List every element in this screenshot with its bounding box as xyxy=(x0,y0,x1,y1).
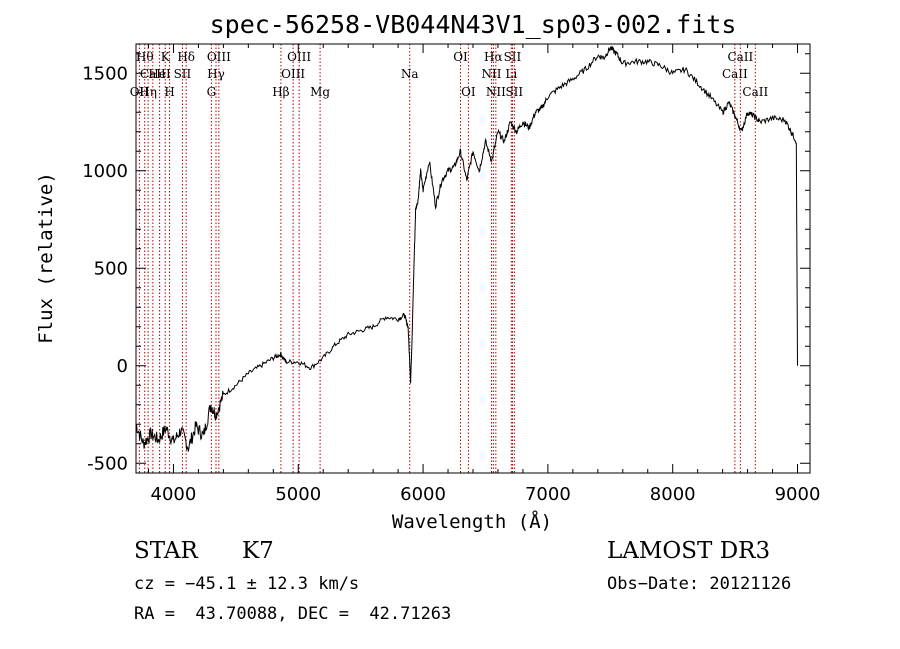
y-axis-label: Flux (relative) xyxy=(35,172,57,344)
y-tick-label: -500 xyxy=(87,453,128,474)
spectrum-series-line xyxy=(135,45,798,452)
spectral-line-label: OIII xyxy=(207,50,231,64)
x-tick-label: 6000 xyxy=(400,484,446,505)
spectral-line-label: OIII xyxy=(281,67,305,81)
plot-area: OIIHθHηCaIIHeIKHSIIHδGHγOIIIHβOIIIOIIIMg… xyxy=(82,43,821,505)
spectral-line-label: Li xyxy=(505,67,517,81)
spectral-line-label: Na xyxy=(401,67,419,81)
x-tick-label: 9000 xyxy=(775,484,821,505)
x-tick-label: 7000 xyxy=(525,484,571,505)
spectral-line-label: OI xyxy=(461,85,476,99)
coordinates: RA = 43.70088, DEC = 42.71263 xyxy=(134,604,452,624)
x-tick-label: 5000 xyxy=(275,484,321,505)
chart-title: spec-56258-VB044N43V1_sp03-002.fits xyxy=(210,10,737,39)
object-subclass: K7 xyxy=(242,538,274,564)
x-tick-label: 4000 xyxy=(151,484,197,505)
spectral-line-label: H xyxy=(164,85,174,99)
spectral-line-label: Hθ xyxy=(136,50,154,64)
spectral-line-label: SII xyxy=(504,50,522,64)
spectral-line-label: NII xyxy=(486,85,506,99)
y-tick-label: 500 xyxy=(94,258,128,279)
y-tick-label: 1500 xyxy=(82,63,128,84)
spectral-line-label: Hδ xyxy=(177,50,195,64)
x-axis-label: Wavelength (Å) xyxy=(392,510,552,533)
spectral-line-label: Hγ xyxy=(207,67,225,81)
spectral-line-label: G xyxy=(207,85,217,99)
spectral-line-label: Hη xyxy=(139,85,157,99)
spectral-line-label: Mg xyxy=(310,85,330,99)
spectral-line-label: Hα xyxy=(484,50,503,64)
spectral-line-label: NII xyxy=(481,67,501,81)
spectral-line-label: SII xyxy=(505,85,523,99)
spectral-line-label: OI xyxy=(453,50,468,64)
spectral-line-label: CaII xyxy=(742,85,768,99)
redshift-info: cz = −45.1 ± 12.3 km/s xyxy=(134,574,360,594)
spectral-line-label: Hβ xyxy=(272,85,289,99)
spectral-line-label: OII xyxy=(130,85,150,99)
object-class: STAR xyxy=(134,538,198,564)
x-tick-label: 8000 xyxy=(650,484,696,505)
y-tick-label: 0 xyxy=(117,356,128,377)
y-tick-label: 1000 xyxy=(82,161,128,182)
spectral-line-label: CaII xyxy=(722,67,748,81)
spectral-line-label: CaII xyxy=(140,67,166,81)
spectral-line-label: CaII xyxy=(727,50,753,64)
survey-label: LAMOST DR3 xyxy=(607,538,771,564)
spectral-line-label: SII xyxy=(174,67,192,81)
spectral-line-label: K xyxy=(161,50,171,64)
spectral-line-label: HeI xyxy=(148,67,171,81)
plot-frame xyxy=(135,43,811,474)
obs-date: Obs−Date: 20121126 xyxy=(607,574,792,594)
spectral-line-label: OIII xyxy=(287,50,311,64)
